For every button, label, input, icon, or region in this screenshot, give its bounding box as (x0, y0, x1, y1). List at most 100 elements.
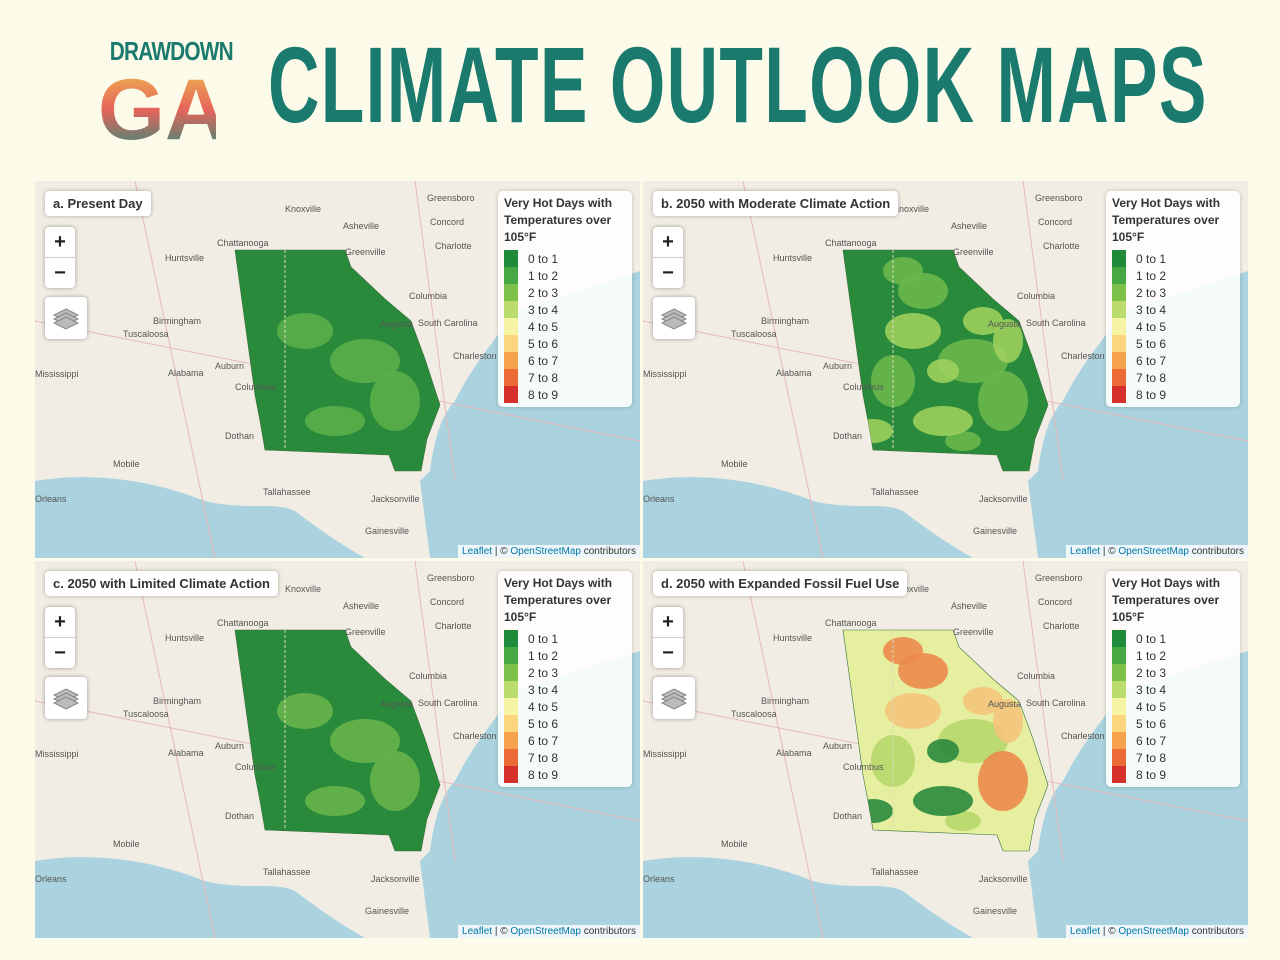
city-label: Mississippi (35, 749, 79, 759)
city-label: Gainesville (365, 526, 410, 536)
zoom-in[interactable]: + (54, 231, 66, 253)
attribution: Leaflet | © OpenStreetMap contributors (1066, 925, 1248, 938)
attribution-osm[interactable]: OpenStreetMap (1118, 926, 1189, 937)
map-panel: Greensboro Knoxville Asheville Concord Chatt… (35, 181, 640, 558)
city-label: Tuscaloosa (731, 329, 777, 339)
layers-button[interactable] (45, 677, 87, 719)
legend-label: 7 to 8 (528, 370, 559, 385)
layers-icon (52, 688, 80, 710)
attribution-osm[interactable]: OpenStreetMap (1118, 546, 1189, 557)
city-label: Chattanooga (825, 618, 877, 628)
legend-label: 6 to 7 (528, 353, 559, 368)
attribution-leaflet[interactable]: Leaflet (1070, 546, 1101, 557)
zoom-out[interactable]: − (45, 637, 75, 668)
city-label: Tallahassee (263, 487, 311, 497)
city-label: Chattanooga (825, 238, 877, 248)
legend-row: 1 to 2 (504, 267, 626, 284)
legend-row: 4 to 5 (1112, 318, 1234, 335)
legend-row: 4 to 5 (504, 698, 626, 715)
attribution-osm[interactable]: OpenStreetMap (510, 546, 581, 557)
state-fill-areas (277, 313, 420, 436)
city-label: Chattanooga (217, 618, 269, 628)
city-label: Gainesville (973, 906, 1018, 916)
attribution-leaflet[interactable]: Leaflet (462, 546, 493, 557)
fill-area (883, 637, 923, 665)
road (414, 181, 456, 482)
fill-area (945, 811, 981, 831)
city-label: Charlotte (435, 621, 472, 631)
city-label: Huntsville (165, 633, 205, 643)
city-label: Alabama (168, 368, 204, 378)
legend-title: Very Hot Days with Temperatures over 105… (1112, 196, 1221, 244)
city-label: South Carolina (1026, 318, 1086, 328)
legend-row: 6 to 7 (1112, 352, 1234, 369)
legend-row: 2 to 3 (504, 284, 626, 301)
city-label: Auburn (823, 361, 853, 371)
layers-icon (660, 688, 688, 710)
city-label: Greenville (953, 247, 994, 257)
city-label: Charleston (453, 351, 497, 361)
zoom-in[interactable]: + (54, 611, 66, 633)
city-label: Asheville (343, 221, 380, 231)
panel-title: a. Present Day (45, 191, 151, 216)
legend-swatch (504, 284, 518, 301)
city-label: Birmingham (761, 316, 810, 326)
legend-label: 5 to 6 (1136, 336, 1167, 351)
map-panel: Greensboro Knoxville Asheville Concord Chatt… (643, 181, 1248, 558)
legend-row: 0 to 1 (504, 250, 626, 267)
land-florida (903, 481, 1038, 558)
attribution-leaflet[interactable]: Leaflet (1070, 926, 1101, 937)
land-florida (295, 861, 430, 938)
city-label: Chattanooga (217, 238, 269, 248)
attribution-osm[interactable]: OpenStreetMap (510, 926, 581, 937)
map-panel: Greensboro Knoxville Asheville Concord Chatt… (35, 561, 640, 938)
land-florida (295, 481, 430, 558)
city-label: Concord (430, 217, 465, 227)
legend-swatch (504, 698, 518, 715)
city-label: Huntsville (773, 633, 813, 643)
zoom-out[interactable]: − (653, 637, 683, 668)
legend-swatch (1112, 766, 1126, 783)
fill-area (330, 719, 400, 763)
zoom-in[interactable]: + (662, 231, 674, 253)
city-label: Orleans (35, 874, 67, 884)
zoom-out[interactable]: − (653, 257, 683, 288)
legend-swatch (1112, 647, 1126, 664)
legend-swatch (504, 369, 518, 386)
legend-swatch (1112, 715, 1126, 732)
city-label: South Carolina (418, 698, 478, 708)
gulf (35, 781, 640, 938)
layer-sheet (52, 316, 80, 330)
city-label: Jacksonville (979, 874, 1028, 884)
legend-label: 4 to 5 (528, 319, 559, 334)
layers-button[interactable] (45, 297, 87, 339)
legend-row: 6 to 7 (504, 352, 626, 369)
legend-label: 0 to 1 (528, 631, 559, 646)
zoom-in[interactable]: + (662, 611, 674, 633)
legend-row: 5 to 6 (504, 335, 626, 352)
city-label: Concord (1038, 597, 1073, 607)
legend-swatch (504, 664, 518, 681)
fill-area (978, 751, 1028, 811)
legend-row: 3 to 4 (1112, 301, 1234, 318)
city-label: Mississippi (35, 369, 79, 379)
city-label: Dothan (225, 811, 255, 821)
layers-button[interactable] (653, 297, 695, 339)
road (742, 181, 824, 558)
city-label: Greensboro (427, 193, 475, 203)
attribution-leaflet[interactable]: Leaflet (462, 926, 493, 937)
road (1022, 181, 1064, 482)
city-label: Greensboro (1035, 193, 1083, 203)
city-label: Gainesville (365, 906, 410, 916)
fill-area (370, 751, 420, 811)
city-label: Alabama (776, 368, 812, 378)
legend-label: 6 to 7 (1136, 353, 1167, 368)
city-label: Knoxville (285, 584, 322, 594)
zoom-out[interactable]: − (45, 257, 75, 288)
city-label: Mobile (721, 839, 748, 849)
legend-row: 6 to 7 (1112, 732, 1234, 749)
fill-area (885, 693, 941, 729)
legend-label: 3 to 4 (528, 302, 559, 317)
city-label: Mississippi (643, 749, 687, 759)
layers-button[interactable] (653, 677, 695, 719)
